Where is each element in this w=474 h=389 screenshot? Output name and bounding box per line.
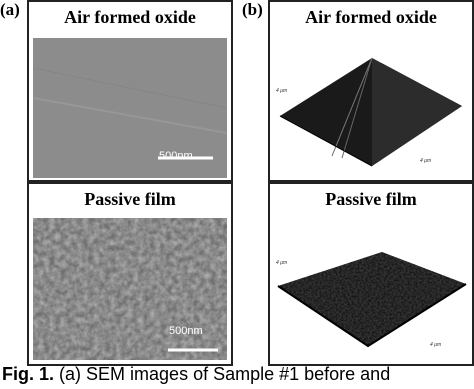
axis-label: 4 µm <box>276 260 288 266</box>
image-title: Air formed oxide <box>305 7 437 27</box>
axis-label: 4 µm <box>420 158 432 164</box>
panel-label: (b) <box>242 0 263 19</box>
sem-image <box>33 38 227 178</box>
caption: Fig. 1. (a) SEM images of Sample #1 befo… <box>2 364 390 385</box>
caption-label: Fig. 1. <box>2 364 55 384</box>
caption-text: (a) SEM images of Sample #1 before and <box>59 364 391 384</box>
scale-bar-label: 500nm <box>169 325 203 337</box>
afm-image <box>277 252 467 348</box>
axis-label: 4 µm <box>430 342 442 348</box>
sem-box: Passive film 500nm <box>27 182 233 366</box>
image-title: Passive film <box>84 189 176 209</box>
axis-label: 4 µm <box>276 88 288 94</box>
image-title: Passive film <box>325 189 417 209</box>
sem-image <box>33 218 227 360</box>
panel-label: (a) <box>0 0 20 19</box>
sem-box: Air formed oxide 500nm <box>27 0 233 182</box>
afm-box: Passive film 4 µm 4 µm <box>268 182 474 366</box>
scale-bar-label: 500nm <box>159 150 193 162</box>
image-title: Air formed oxide <box>64 7 196 27</box>
afm-image <box>279 57 462 167</box>
afm-box: Air formed oxide 4 µm 4 µm <box>268 0 474 182</box>
